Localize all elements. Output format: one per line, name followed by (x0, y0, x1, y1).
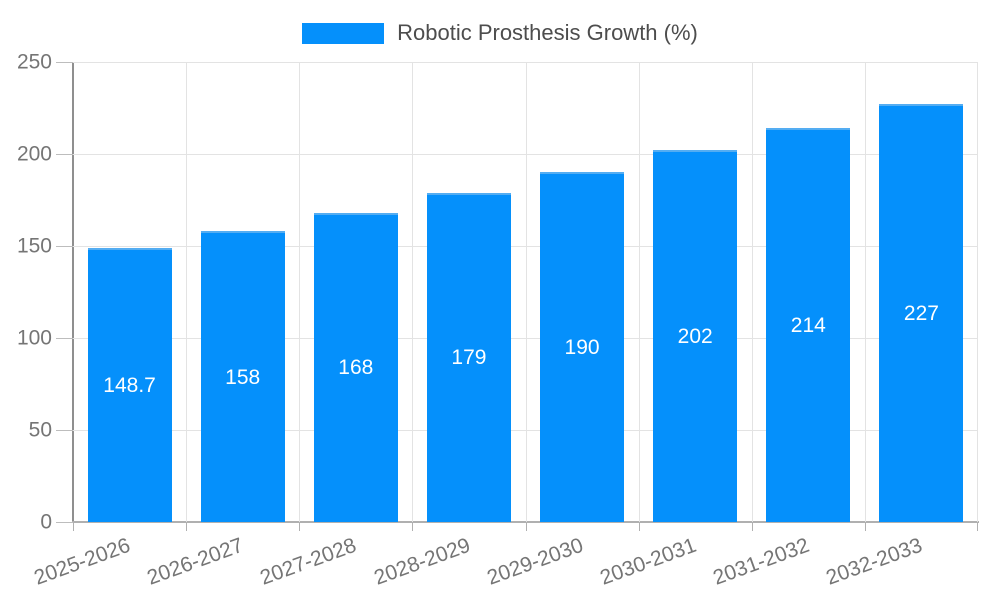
y-axis-tick-mark (56, 430, 73, 431)
plot-area: 0 50 100 150 200 250 148.7 158 168 179 190 202 214 22… (17, 52, 979, 590)
x-axis-tick-mark (186, 522, 188, 531)
y-axis-tick-label: 150 (16, 234, 52, 258)
y-axis-tick-mark (56, 154, 73, 155)
y-axis-tick-label: 50 (28, 418, 52, 442)
bar-2026-2027: 158 (200, 231, 285, 522)
x-axis-category-label: 2028-2029 (370, 533, 473, 590)
bar-value-label: 168 (338, 356, 374, 380)
vertical-gridline (412, 62, 414, 522)
bar-value-label: 227 (903, 302, 939, 326)
y-axis-tick-mark (56, 62, 73, 63)
chart-legend: Robotic Prosthesis Growth (%) (0, 20, 1000, 46)
vertical-gridline (864, 62, 866, 522)
vertical-gridline (186, 62, 188, 522)
bar-2027-2028: 168 (313, 212, 398, 522)
x-axis-category-label: 2032-2033 (823, 533, 926, 590)
bar-value-label: 148.7 (103, 374, 156, 398)
vertical-gridline (751, 62, 753, 522)
bar-value-label: 158 (225, 365, 261, 389)
bar-value-label: 179 (451, 346, 487, 370)
bar-2032-2033: 227 (879, 104, 964, 522)
x-axis-tick-mark (525, 522, 527, 531)
x-axis-category-label: 2026-2027 (144, 533, 247, 590)
x-axis-category-label: 2029-2030 (483, 533, 586, 590)
bar-value-label: 214 (790, 314, 826, 338)
y-axis-tick-label: 200 (16, 142, 52, 166)
bar-2031-2032: 214 (766, 128, 851, 522)
y-axis-tick-label: 100 (16, 326, 52, 350)
legend-item[interactable]: Robotic Prosthesis Growth (%) (302, 20, 698, 46)
y-axis-tick-mark (56, 338, 73, 339)
legend-color-swatch (302, 22, 385, 44)
x-axis-category-label: 2027-2028 (257, 533, 360, 590)
legend-label: Robotic Prosthesis Growth (%) (397, 20, 698, 45)
x-axis-category-label: 2030-2031 (596, 533, 700, 590)
bar-2030-2031: 202 (653, 150, 738, 522)
y-axis-tick-label: 250 (16, 50, 52, 74)
bar-2025-2026: 148.7 (87, 248, 172, 522)
bar-2028-2029: 179 (426, 192, 511, 522)
vertical-gridline (638, 62, 640, 522)
vertical-gridline (977, 62, 978, 522)
x-axis-category-label: 2031-2032 (709, 533, 813, 590)
bar-value-label: 202 (677, 325, 713, 349)
x-axis-tick-mark (638, 522, 640, 531)
vertical-gridline (525, 62, 527, 522)
x-axis-tick-mark (73, 522, 74, 531)
x-axis-category-label: 2025-2026 (31, 533, 134, 590)
y-axis-tick-mark (56, 522, 73, 523)
bar-value-label: 190 (564, 336, 600, 360)
x-axis-tick-mark (299, 522, 301, 531)
x-axis-tick-mark (864, 522, 866, 531)
x-axis-tick-mark (412, 522, 414, 531)
x-axis-tick-mark (977, 522, 978, 531)
y-axis-tick-mark (56, 246, 73, 247)
vertical-gridline (299, 62, 301, 522)
x-axis-tick-mark (751, 522, 753, 531)
bar-2029-2030: 190 (540, 172, 625, 522)
y-axis-line (72, 62, 74, 522)
y-axis-tick-label: 0 (40, 510, 52, 534)
